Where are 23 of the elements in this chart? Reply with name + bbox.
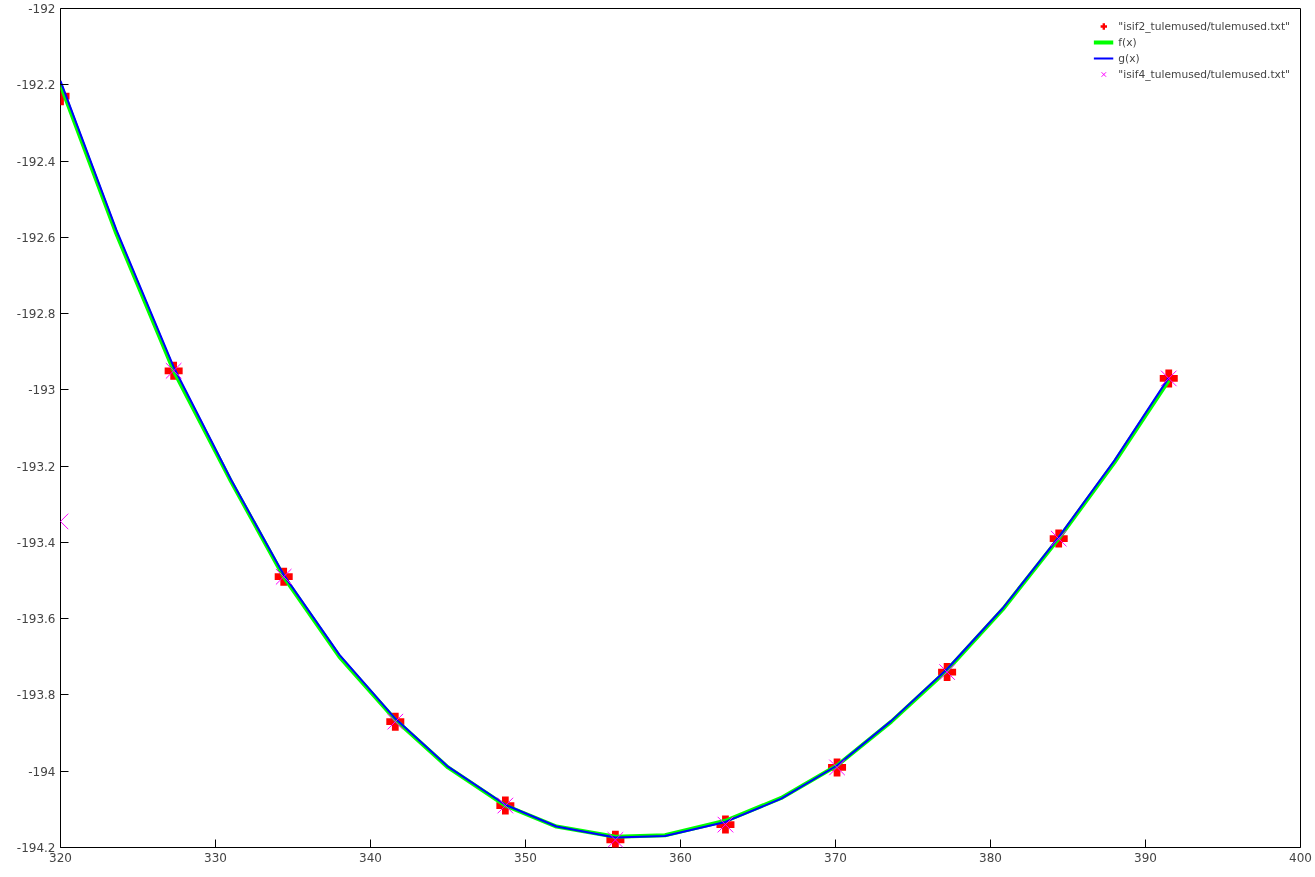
legend-label: "isif4_tulemused/tulemused.txt" — [1118, 66, 1290, 82]
x-tick-label: 360 — [669, 850, 692, 865]
x-tick-label: 370 — [824, 850, 847, 865]
y-tick-label: -193.4 — [16, 535, 56, 550]
x-tick-label: 380 — [979, 850, 1002, 865]
legend-label: f(x) — [1118, 34, 1138, 50]
y-tick-label: -193 — [28, 383, 56, 398]
y-tick-label: -192.2 — [16, 78, 56, 93]
legend-label: g(x) — [1118, 50, 1140, 66]
x-tick-label: 340 — [359, 850, 382, 865]
y-tick-label: -193.6 — [16, 612, 56, 627]
y-tick-label: -192.6 — [16, 230, 56, 245]
y-tick-label: -193.2 — [16, 459, 56, 474]
y-tick-label: -194 — [28, 764, 56, 779]
y-tick-label: -192 — [28, 2, 56, 16]
x-tick-label: 400 — [1289, 850, 1312, 865]
x-tick-label: 330 — [204, 850, 227, 865]
y-tick-label: -192.4 — [16, 154, 56, 169]
x-tick-label: 390 — [1134, 850, 1157, 865]
y-tick-label: -193.8 — [16, 688, 56, 703]
legend-label: "isif2_tulemused/tulemused.txt" — [1118, 18, 1290, 34]
x-tick-label: 350 — [514, 850, 537, 865]
y-tick-label: -192.8 — [16, 307, 56, 322]
